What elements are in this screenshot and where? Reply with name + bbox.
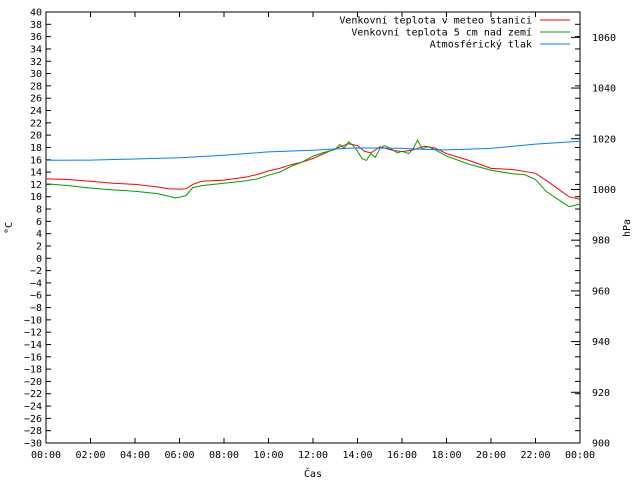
y2-tick-label: 940 [592,337,610,348]
y-tick-label: 16 [30,155,42,166]
x-tick-label: 08:00 [209,450,239,461]
y-tick-label: 36 [30,32,42,43]
y-tick-labels: −30−28−26−24−22−20−18−16−14−12−10−8−6−4−… [24,8,42,450]
y-tick-label: −2 [30,266,42,277]
y-tick-label: 10 [30,192,42,203]
y-tick-label: 40 [30,8,42,19]
y-tick-label: −30 [24,439,42,450]
legend-label: Venkovní teplota 5 cm nad zemí [351,27,532,39]
y-tick-label: −16 [24,352,42,363]
y-tick-label: 12 [30,180,42,191]
y2-tick-label: 900 [592,439,610,450]
x-tick-label: 16:00 [387,450,417,461]
x-axis-label: Čas [304,467,322,480]
series-lines [45,139,581,208]
y-tick-label: −8 [30,303,42,314]
y-tick-label: 2 [36,241,42,252]
x-tick-label: 14:00 [342,450,372,461]
y-tick-label: 24 [30,106,42,117]
y-tick-label: −10 [24,315,42,326]
y-tick-label: −22 [24,389,42,400]
axis-ticks [45,11,581,444]
y-tick-label: −28 [24,426,42,437]
y2-tick-labels: 900 920 940 960 980 1000 1020 1040 1060 [592,33,616,450]
legend: Venkovní teplota v meteo staniciVenkovní… [339,15,570,51]
y-tick-label: 6 [36,217,42,228]
x-tick-labels: 00:00 02:00 04:00 06:00 08:00 10:00 12:00 14:00… [31,450,595,461]
y-tick-label: −12 [24,328,42,339]
y2-tick-label: 1000 [592,185,616,196]
y-tick-label: 32 [30,57,42,68]
y-tick-label: 0 [36,254,42,265]
y-tick-label: −18 [24,365,42,376]
x-tick-label: 06:00 [164,450,194,461]
legend-label: Venkovní teplota v meteo stanici [339,15,532,27]
x-tick-label: 04:00 [120,450,150,461]
y-tick-label: −4 [30,278,42,289]
y-tick-label: 30 [30,69,42,80]
legend-label: Atmosférický tlak [430,39,532,51]
y-tick-label: 4 [36,229,42,240]
x-tick-label: 02:00 [75,450,105,461]
y-tick-label: 18 [30,143,42,154]
y-tick-label: 8 [36,205,42,216]
y-tick-label: 28 [30,81,42,92]
y-tick-label: 20 [30,131,42,142]
y-tick-label: 14 [30,168,42,179]
y-axis-label: °C [4,222,15,234]
y2-tick-label: 960 [592,286,610,297]
y-tick-label: −26 [24,414,42,425]
y-tick-label: −14 [24,340,42,351]
y2-tick-label: 980 [592,236,610,247]
y2-tick-label: 1040 [592,84,616,95]
x-tick-label: 00:00 [565,450,595,461]
x-tick-label: 10:00 [253,450,283,461]
y-tick-label: 26 [30,94,42,105]
x-tick-label: 22:00 [520,450,550,461]
plot-frame [45,11,581,444]
y2-tick-label: 1060 [592,33,616,44]
x-tick-label: 12:00 [298,450,328,461]
y2-tick-label: 1020 [592,134,616,145]
y-tick-label: 22 [30,118,42,129]
x-tick-label: 18:00 [431,450,461,461]
y-tick-label: 38 [30,20,42,31]
y-tick-label: 34 [30,44,42,55]
y-tick-label: −6 [30,291,42,302]
y2-tick-label: 920 [592,388,610,399]
y-tick-label: −24 [24,402,42,413]
x-tick-label: 00:00 [31,450,61,461]
series-line-3 [45,140,581,161]
y2-axis-label: hPa [622,219,633,237]
x-tick-label: 20:00 [476,450,506,461]
y-tick-label: −20 [24,377,42,388]
